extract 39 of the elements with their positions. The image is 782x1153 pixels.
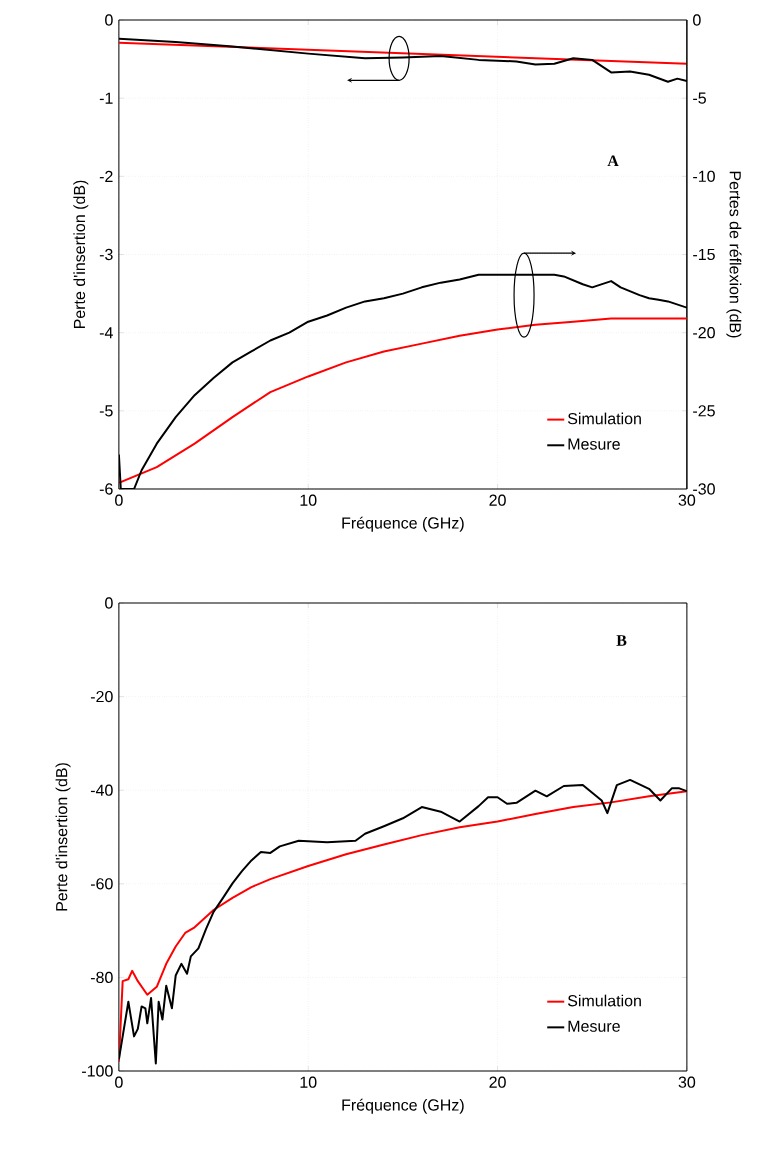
y-tick-label: -40 xyxy=(91,784,113,796)
legend-label: Mesure xyxy=(568,438,620,450)
legend-label: Simulation xyxy=(568,994,641,1007)
y2-axis-title: Pertes de réflexion (dB) xyxy=(726,171,742,338)
y-axis-title: Perte d'insertion (dB) xyxy=(55,763,71,911)
x-tick-label: 0 xyxy=(115,1076,123,1088)
x-tick-label: 30 xyxy=(678,494,696,506)
y-tick-label: -3 xyxy=(99,248,113,261)
y-tick-label: 0 xyxy=(105,597,113,609)
y-tick-label: -1 xyxy=(99,92,113,104)
x-tick-label: 30 xyxy=(678,1076,696,1088)
y-tick-label: -100 xyxy=(82,1065,113,1077)
x-tick-label: 0 xyxy=(115,494,123,506)
x-tick-label: 10 xyxy=(300,494,317,506)
y2-tick-label: -15 xyxy=(693,248,715,261)
y2-tick-label: 0 xyxy=(693,14,701,26)
y-tick-label: -6 xyxy=(99,483,113,495)
y2-tick-label: -25 xyxy=(693,405,715,417)
y-axis-title: Perte d'insertion (dB) xyxy=(73,180,89,329)
x-tick-label: 20 xyxy=(489,494,506,506)
y2-tick-label: -5 xyxy=(693,92,707,104)
x-tick-label: 10 xyxy=(300,1076,317,1088)
y-tick-label: -60 xyxy=(91,878,113,890)
y-tick-label: -2 xyxy=(99,170,113,182)
x-axis-title: Fréquence (GHz) xyxy=(342,1098,464,1114)
annotation: B xyxy=(616,635,627,646)
legend-label: Simulation xyxy=(568,412,641,425)
y2-tick-label: -10 xyxy=(693,170,715,183)
y-tick-label: 0 xyxy=(105,14,113,26)
y-tick-label: -20 xyxy=(91,690,113,703)
y-tick-label: -80 xyxy=(91,971,113,984)
y2-tick-label: -30 xyxy=(693,483,715,495)
y-tick-label: -5 xyxy=(99,405,113,417)
x-tick-label: 20 xyxy=(489,1076,506,1088)
y2-tick-label: -20 xyxy=(693,327,715,339)
legend-label: Mesure xyxy=(568,1020,620,1032)
y-tick-label: -4 xyxy=(99,327,113,339)
annotation: A xyxy=(607,155,619,166)
x-axis-title: Fréquence (GHz) xyxy=(342,516,464,532)
